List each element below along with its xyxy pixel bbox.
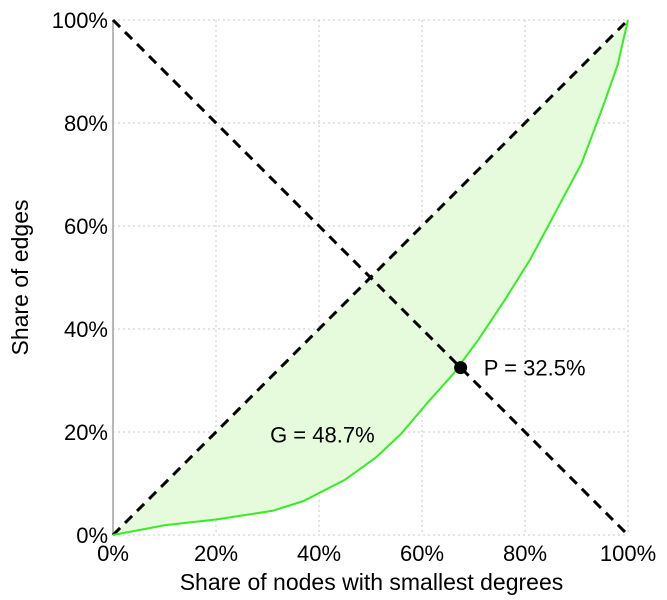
x-tick-label: 100% — [600, 541, 656, 566]
anti-diagonal-line — [111, 18, 630, 537]
y-tick-label: 20% — [64, 420, 108, 445]
x-tick-labels: 0% 20% 40% 60% 80% 100% — [97, 541, 656, 566]
intersection-point — [454, 361, 468, 375]
x-tick-label: 60% — [400, 541, 444, 566]
x-tick-label: 80% — [503, 541, 547, 566]
y-tick-label: 100% — [52, 8, 108, 33]
y-axis-label: Share of edges — [7, 199, 33, 355]
x-tick-label: 20% — [194, 541, 238, 566]
y-tick-label: 0% — [76, 523, 108, 548]
x-axis-label: Share of nodes with smallest degrees — [180, 569, 564, 595]
grid — [112, 19, 629, 536]
y-tick-label: 80% — [64, 111, 108, 136]
y-tick-label: 60% — [64, 214, 108, 239]
pietra-annotation: P = 32.5% — [484, 356, 586, 381]
lorenz-curve-line — [112, 19, 629, 536]
x-tick-label: 40% — [297, 541, 341, 566]
y-tick-label: 40% — [64, 317, 108, 342]
gini-annotation: G = 48.7% — [270, 423, 375, 448]
x-tick-label: 0% — [97, 541, 129, 566]
dashed-lines — [111, 18, 630, 537]
y-tick-labels: 0% 20% 40% 60% 80% 100% — [52, 8, 108, 548]
